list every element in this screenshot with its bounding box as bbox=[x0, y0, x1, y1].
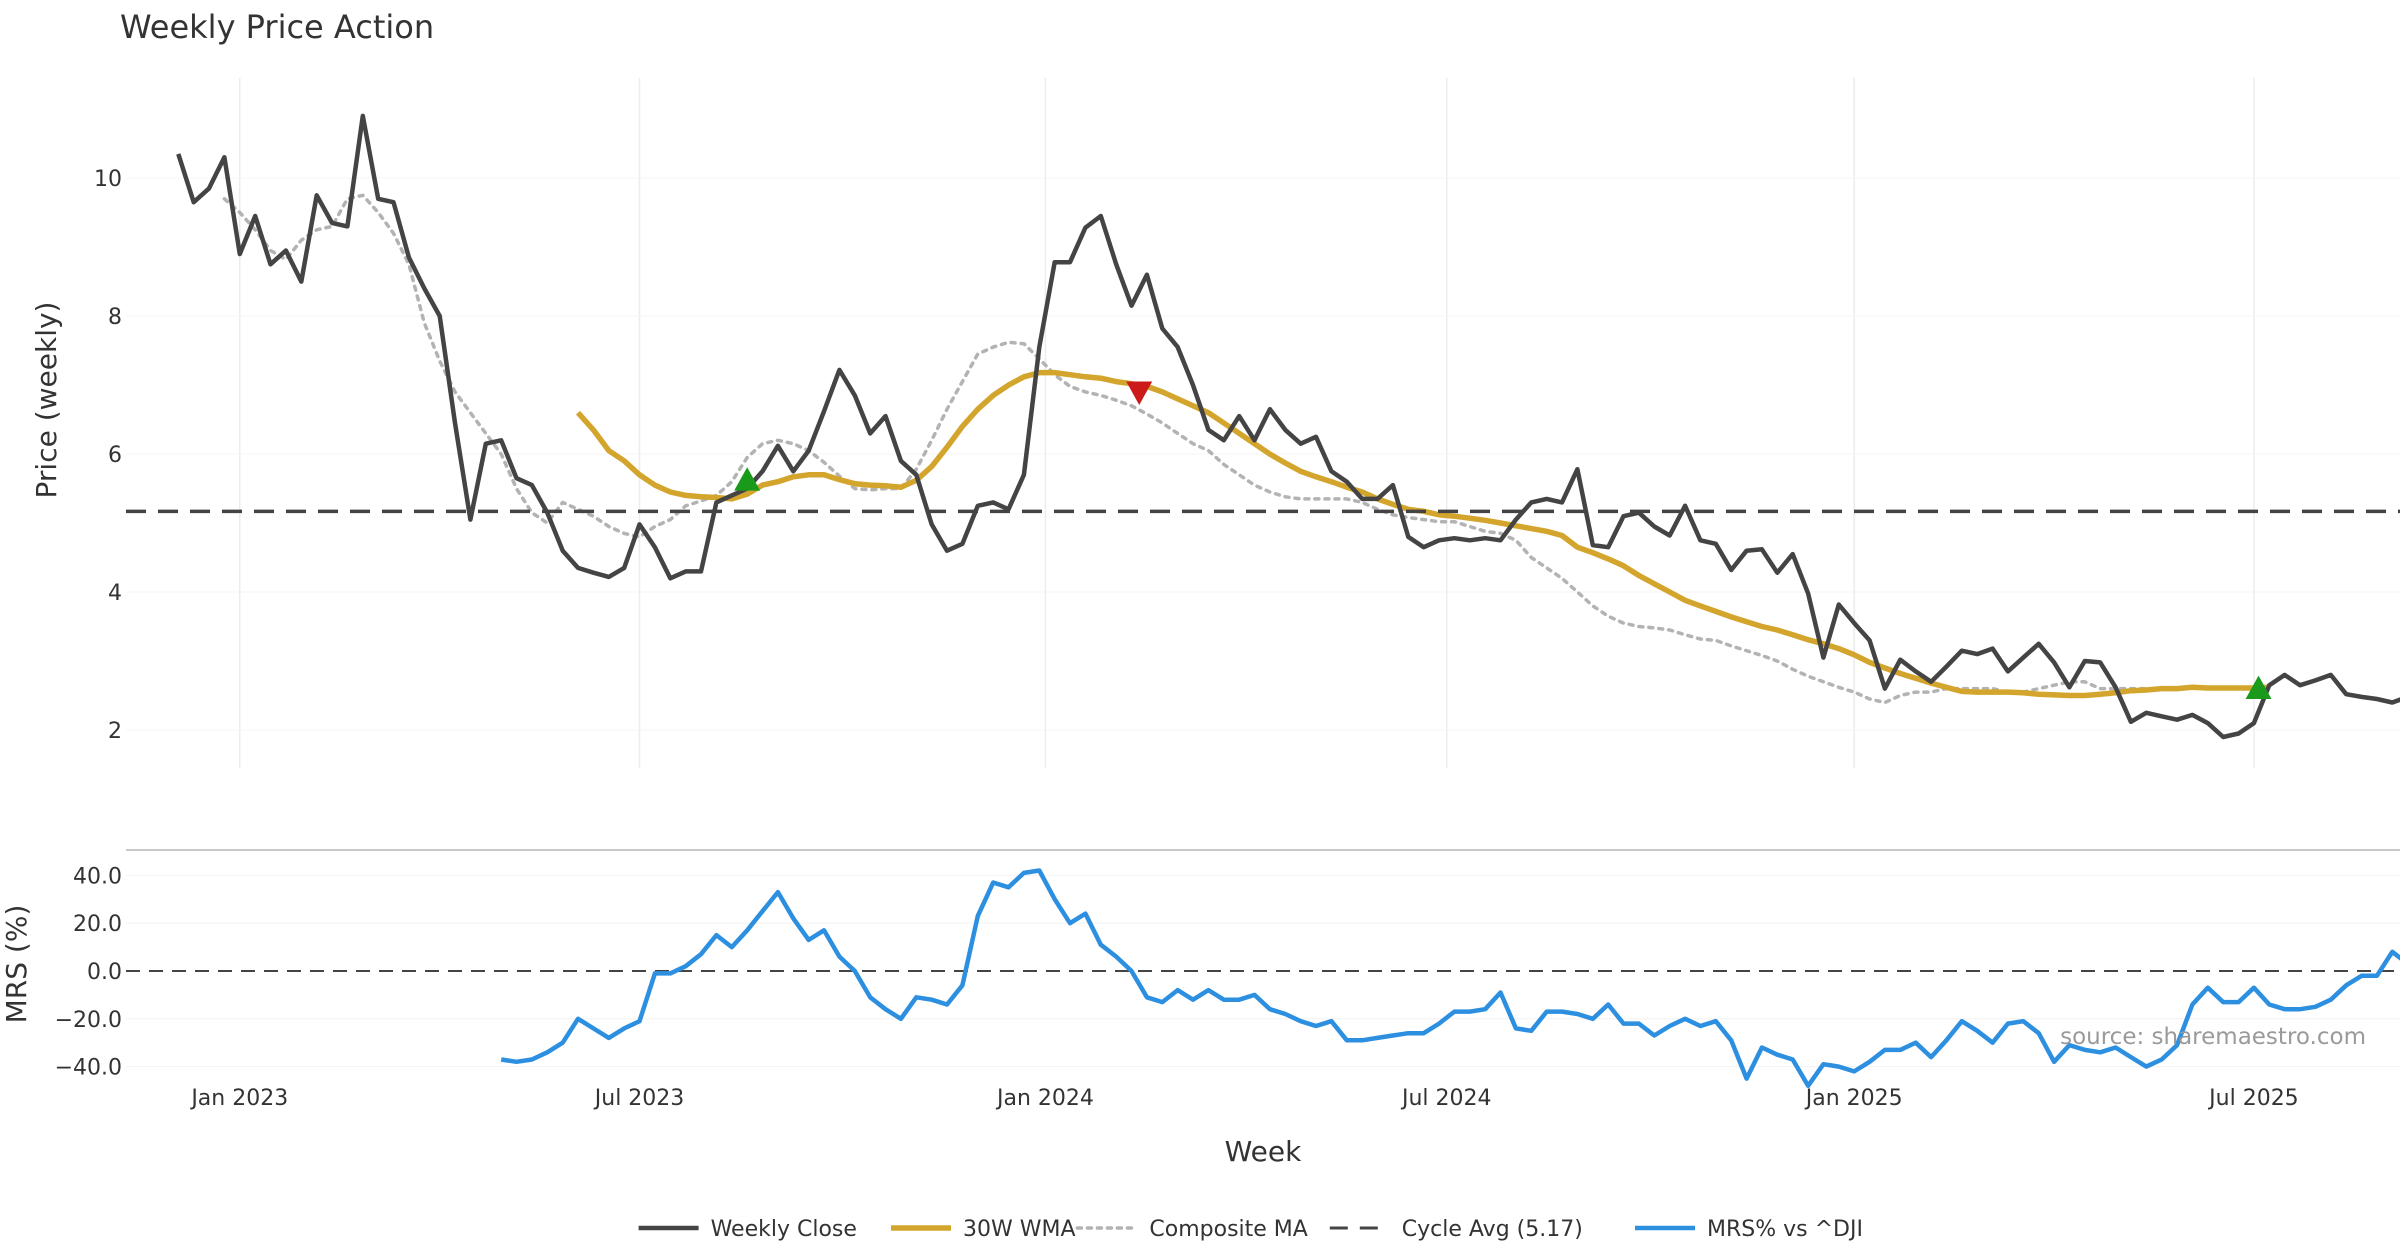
mrs-y-tick-0: 40.0 bbox=[73, 864, 122, 889]
price-y-axis-label: Price (weekly) bbox=[30, 302, 63, 499]
legend-label-mrs-vs-dji: MRS% vs ^DJI bbox=[1707, 1217, 1863, 1242]
mrs-y-ticks: 40.0 20.0 0.0 −20.0 −40.0 bbox=[55, 864, 122, 1080]
series-weekly-close bbox=[176, 113, 2400, 740]
series-mrs-vs-dji bbox=[500, 868, 2400, 1089]
legend-item-30w-wma: 30W WMA bbox=[891, 1217, 1076, 1242]
legend-item-composite-ma: Composite MA bbox=[1075, 1217, 1308, 1242]
x-tick-jan-2025: Jan 2025 bbox=[1804, 1086, 1903, 1111]
x-ticks: Jan 2023 Jul 2023 Jan 2024 Jul 2024 Jan 2025… bbox=[189, 1086, 2298, 1111]
x-axis-label: Week bbox=[1225, 1135, 1302, 1168]
chart-title: Weekly Price Action bbox=[120, 8, 434, 46]
x-tick-jan-2023: Jan 2023 bbox=[189, 1086, 288, 1111]
legend-item-weekly-close: Weekly Close bbox=[638, 1217, 857, 1242]
legend: Weekly Close 30W WMA Composite MA Cycle Avg… bbox=[638, 1217, 1863, 1242]
price-y-tick-6: 6 bbox=[108, 443, 122, 468]
mrs-y-axis-label: MRS (%) bbox=[0, 905, 33, 1024]
mrs-y-tick-3: −20.0 bbox=[55, 1008, 122, 1033]
mrs-y-tick-4: −40.0 bbox=[55, 1056, 122, 1081]
mrs-y-tick-2: 0.0 bbox=[87, 960, 122, 985]
price-y-tick-2: 2 bbox=[108, 719, 122, 744]
price-y-tick-10: 10 bbox=[94, 167, 122, 192]
mrs-y-tick-1: 20.0 bbox=[73, 912, 122, 937]
mrs-lines bbox=[500, 868, 2400, 1089]
legend-item-cycle-avg-5-17: Cycle Avg (5.17) bbox=[1329, 1217, 1583, 1242]
price-signals bbox=[734, 381, 2272, 700]
x-tick-jan-2024: Jan 2024 bbox=[995, 1086, 1094, 1111]
legend-label-weekly-close: Weekly Close bbox=[711, 1217, 857, 1242]
mrs-grid bbox=[126, 874, 2400, 1068]
source-note: source: sharemaestro.com bbox=[2060, 1024, 2366, 1050]
price-lines bbox=[126, 113, 2400, 740]
sell-signal-marker-2 bbox=[1126, 381, 1153, 405]
price-y-ticks: 2 4 6 8 10 bbox=[94, 167, 122, 744]
x-tick-jul-2025: Jul 2025 bbox=[2207, 1086, 2299, 1111]
price-y-tick-4: 4 bbox=[108, 581, 122, 606]
legend-label-composite-ma: Composite MA bbox=[1149, 1217, 1307, 1242]
buy-signal-marker-3 bbox=[2245, 675, 2272, 700]
legend-label-30w-wma: 30W WMA bbox=[963, 1217, 1076, 1242]
price-grid bbox=[126, 78, 2400, 768]
x-tick-jul-2023: Jul 2023 bbox=[593, 1086, 685, 1111]
legend-item-mrs-vs-dji: MRS% vs ^DJI bbox=[1635, 1217, 1863, 1242]
series-composite-ma bbox=[222, 193, 2149, 705]
x-tick-jul-2024: Jul 2024 bbox=[1400, 1086, 1492, 1111]
buy-signal-marker-1 bbox=[734, 467, 761, 491]
price-y-tick-8: 8 bbox=[108, 305, 122, 330]
legend-label-cycle-avg-5-17: Cycle Avg (5.17) bbox=[1402, 1217, 1583, 1242]
